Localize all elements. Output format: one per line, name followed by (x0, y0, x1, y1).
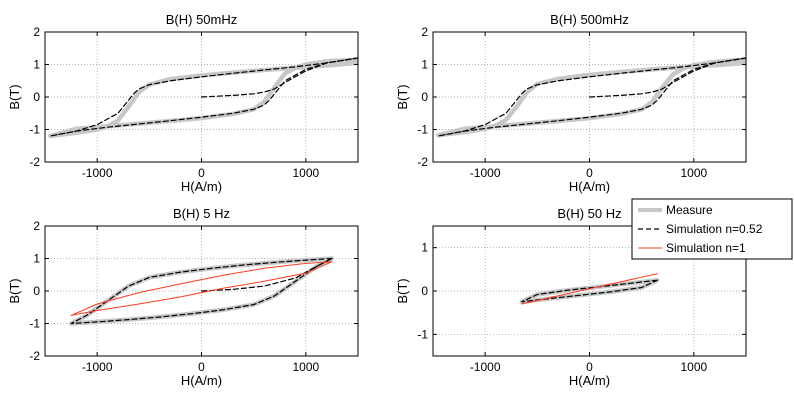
series-group (519, 273, 660, 305)
series-simulation-n-0-52 (49, 57, 358, 137)
x-tick-label: 1000 (680, 360, 707, 374)
legend-label: Simulation n=0.52 (666, 222, 763, 236)
x-tick-label: 0 (586, 360, 593, 374)
legend-label: Measure (666, 203, 713, 217)
y-tick-label: 1 (33, 252, 40, 266)
y-tick-label: 1 (421, 241, 428, 255)
series-simulation-n-0-52 (521, 279, 658, 303)
chart-title: B(H) 5 Hz (173, 206, 230, 221)
series-measure (47, 57, 358, 139)
x-tick-label: 1000 (292, 360, 319, 374)
series-measure (435, 57, 746, 138)
y-tick-label: 1 (421, 58, 428, 72)
series-simulation-n-0-52-initial (200, 257, 333, 292)
x-tick-label: 0 (586, 166, 593, 180)
x-axis-label: H(A/m) (181, 179, 222, 194)
y-tick-label: 2 (421, 25, 428, 39)
x-tick-label: -1000 (82, 166, 113, 180)
series-simulation-n-0-52-initial (588, 57, 746, 98)
y-tick-label: -2 (417, 155, 428, 169)
x-axis-label: H(A/m) (569, 373, 610, 388)
legend: Measure Simulation n=0.52 Simulation n=1 (631, 198, 793, 260)
y-tick-label: -1 (29, 123, 40, 137)
y-tick-label: -2 (29, 349, 40, 363)
series-group (47, 57, 358, 139)
series-group (435, 57, 746, 138)
y-tick-label: 2 (33, 25, 40, 39)
legend-label: Simulation n=1 (666, 241, 746, 255)
x-tick-label: -1000 (470, 166, 501, 180)
y-tick-label: 1 (33, 58, 40, 72)
chart-title: B(H) 50 Hz (557, 206, 621, 221)
series-group (68, 256, 335, 326)
chart-title: B(H) 50mHz (166, 12, 238, 27)
series-simulation-n-0-52-initial (200, 57, 358, 98)
x-tick-label: 0 (198, 166, 205, 180)
y-tick-label: 0 (421, 284, 428, 298)
y-tick-label: -1 (29, 317, 40, 331)
x-axis-label: H(A/m) (569, 179, 610, 194)
y-axis-label: B(T) (7, 278, 22, 303)
x-tick-label: -1000 (82, 360, 113, 374)
series-simulation-n-0-52 (437, 57, 746, 137)
chart-title: B(H) 500mHz (550, 12, 629, 27)
subplot-2: -1000 0 1000 -2 -1 0 1 2 B(H) 500mHz H(A/m) B(T) (395, 12, 747, 194)
y-tick-label: -1 (417, 327, 428, 341)
y-tick-label: 2 (33, 219, 40, 233)
x-axis-label: H(A/m) (181, 373, 222, 388)
y-tick-label: 0 (421, 90, 428, 104)
y-axis-label: B(T) (395, 278, 410, 303)
x-tick-label: 1000 (680, 166, 707, 180)
subplot-1: -1000 0 1000 -2 -1 0 1 2 B(H) 50mHz H(A/m) B(T) (7, 12, 359, 194)
y-tick-label: 0 (33, 284, 40, 298)
series-simulation-n-1 (521, 273, 658, 305)
series-simulation-n-1 (70, 261, 333, 316)
x-tick-label: 0 (198, 360, 205, 374)
y-axis-label: B(T) (7, 84, 22, 109)
y-tick-label: -1 (417, 123, 428, 137)
y-tick-label: 0 (33, 90, 40, 104)
y-axis-label: B(T) (395, 84, 410, 109)
x-tick-label: -1000 (470, 360, 501, 374)
series-simulation-n-0-52 (70, 257, 333, 325)
x-tick-label: 1000 (292, 166, 319, 180)
y-tick-label: -2 (29, 155, 40, 169)
subplot-3: -1000 0 1000 -2 -1 0 1 2 B(H) 5 Hz H(A/m) B(T) (7, 206, 359, 388)
